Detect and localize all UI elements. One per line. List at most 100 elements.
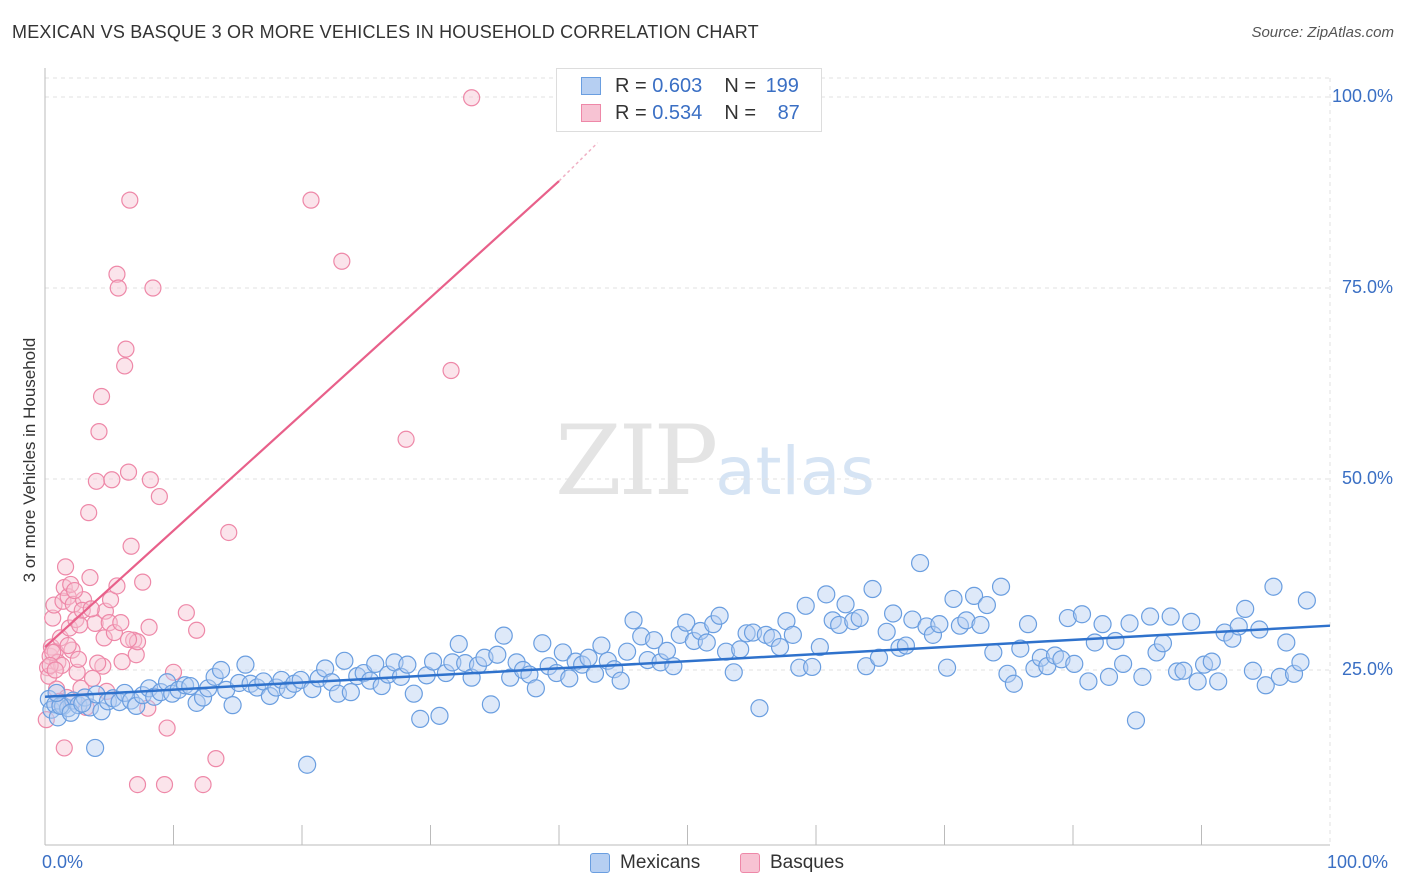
- mexicans-point-125: [817, 585, 836, 604]
- basques-point-12: [54, 592, 72, 610]
- mexicans-point-175: [1153, 634, 1173, 653]
- mexicans-point-155: [1018, 615, 1038, 634]
- basques-point-78: [82, 600, 100, 618]
- basques-point-42: [108, 265, 126, 283]
- basques-point-45: [113, 652, 131, 671]
- mexicans-point-62: [404, 684, 423, 703]
- mexicans-point-161: [1058, 608, 1077, 628]
- mexicans-point-163: [1072, 605, 1092, 624]
- mexicans-point-94: [611, 671, 630, 690]
- basques-point-64: [194, 775, 212, 794]
- basques-point-44: [112, 614, 130, 632]
- mexicans-point-75: [488, 645, 507, 664]
- basques-point-62: [177, 604, 195, 622]
- basques-point-32: [90, 423, 108, 441]
- mexicans-point-200: [73, 694, 92, 713]
- mexicans-point-102: [664, 657, 683, 676]
- basques-point-77: [41, 656, 59, 675]
- mexicans-point-137: [896, 636, 916, 655]
- mexicans-point-171: [1126, 711, 1146, 730]
- bottom-legend-basques[interactable]: Basques: [740, 852, 844, 874]
- basques-point-47: [117, 340, 135, 358]
- mexicans-point-104: [677, 613, 696, 632]
- basques-point-22: [68, 663, 86, 681]
- y-tick-label-50: 50.0%: [1341, 468, 1393, 488]
- mexicans-point-11: [92, 702, 111, 721]
- mexicans-point-86: [560, 669, 579, 688]
- mexicans-point-148: [971, 615, 990, 635]
- mexicans-point-176: [1161, 607, 1180, 626]
- mexicans-point-109: [710, 606, 729, 625]
- mexicans-point-194: [1284, 664, 1304, 683]
- basques-point-61: [164, 663, 183, 681]
- basques-point-54: [134, 573, 152, 591]
- mexicans-point-120: [783, 625, 802, 644]
- mexicans-point-76: [494, 626, 513, 645]
- basques-point-67: [302, 191, 320, 209]
- mexicans-point-199: [47, 683, 66, 703]
- mexicans-point-17: [127, 696, 146, 716]
- mexicans-point-130: [850, 608, 869, 628]
- mexicans-point-193: [1277, 633, 1296, 652]
- mexicans-point-186: [1229, 617, 1248, 636]
- mexicans-point-66: [430, 706, 449, 725]
- basques-point-59: [150, 487, 168, 506]
- basques-point-58: [144, 279, 162, 297]
- mexicans-point-178: [1174, 661, 1193, 680]
- basques-point-63: [188, 621, 206, 639]
- mexicans-point-144: [944, 589, 963, 609]
- basques-trend-extension: [558, 142, 599, 182]
- mexicans-point-165: [1085, 633, 1104, 652]
- mexicans-point-96: [624, 611, 643, 630]
- mexicans-point-141: [923, 625, 943, 644]
- mexicans-point-61: [398, 655, 417, 674]
- mexicans-point-63: [411, 709, 430, 728]
- mexicans-point-127: [830, 615, 849, 635]
- bottom-legend: Mexicans Basques: [0, 852, 1406, 878]
- x-tick-label-100: 100.0%: [1327, 852, 1389, 872]
- mexicans-point-153: [1004, 674, 1023, 693]
- mexicans-point-149: [977, 595, 997, 615]
- basques-point-68: [333, 252, 351, 270]
- mexicans-point-85: [553, 643, 572, 662]
- watermark-zip: ZIP: [555, 405, 718, 517]
- mexicans-point-179: [1182, 612, 1201, 631]
- basques-point-85: [155, 775, 174, 794]
- mexicans-point-117: [763, 628, 782, 648]
- mexicans-point-143: [937, 658, 957, 677]
- y-tick-label-75: 75.0%: [1341, 277, 1393, 297]
- mexicans-point-45: [298, 755, 317, 774]
- legend-r-value: 0.534: [652, 101, 703, 124]
- mexicans-point-167: [1099, 667, 1119, 686]
- legend-r-label: R =: [615, 101, 647, 124]
- basques-point-79: [108, 577, 126, 595]
- mexicans-point-182: [1202, 652, 1221, 671]
- basques-point-65: [207, 750, 225, 768]
- basques-point-33: [92, 387, 111, 406]
- basques-point-71: [463, 89, 481, 107]
- basques-point-46: [116, 357, 134, 375]
- basques-point-14: [56, 558, 75, 576]
- mexicans-point-124: [810, 637, 829, 657]
- basques-point-48: [119, 463, 138, 481]
- mexicans-point-112: [731, 640, 750, 659]
- basques-point-49: [121, 191, 139, 209]
- mexicans-point-162: [1065, 654, 1084, 673]
- legend-swatch-mexicans: [581, 77, 601, 95]
- basques-point-75: [65, 581, 84, 600]
- mexicans-point-123: [803, 657, 822, 677]
- bottom-legend-mexicans[interactable]: Mexicans: [590, 852, 700, 874]
- legend-n-value: 87: [777, 101, 800, 124]
- basques-point-83: [55, 739, 73, 757]
- basques-point-0: [37, 711, 55, 729]
- mexicans-point-113: [737, 624, 756, 643]
- mexicans-point-168: [1106, 631, 1125, 651]
- basques-point-57: [141, 471, 159, 489]
- bottom-legend-swatch-basques: [740, 853, 760, 873]
- bottom-legend-label-basques: Basques: [770, 852, 844, 873]
- mexicans-point-187: [1236, 599, 1255, 618]
- mexicans-point-152: [998, 664, 1017, 683]
- mexicans-point-52: [341, 683, 360, 702]
- mexicans-point-46: [303, 679, 322, 699]
